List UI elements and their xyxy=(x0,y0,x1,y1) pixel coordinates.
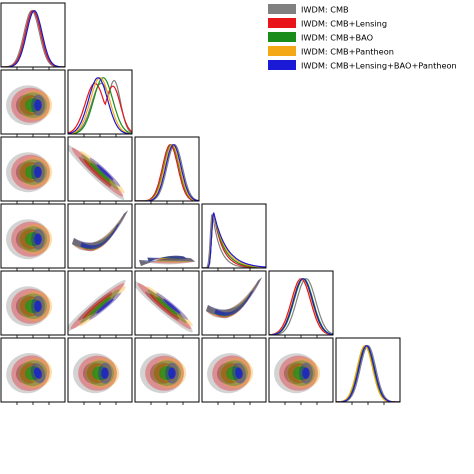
pdf-curve-iwdm-cmb xyxy=(269,278,333,335)
contour-inner xyxy=(96,164,114,181)
pdf-curve-iwdm-cmb-lensing xyxy=(68,82,132,134)
panels-layer xyxy=(0,2,401,405)
pdf-curve-iwdm-cmb-bao xyxy=(68,77,132,134)
legend-label: IWDM: CMB+BAO xyxy=(301,33,373,43)
legend-swatch xyxy=(268,4,296,14)
contour-panel-6-2 xyxy=(67,337,133,405)
contour-inner xyxy=(34,233,42,245)
contour-inner xyxy=(214,289,254,317)
contour-inner xyxy=(34,300,42,312)
contour-inner xyxy=(96,298,114,314)
contour-inner xyxy=(101,367,109,379)
axis-ticks xyxy=(16,402,50,405)
contour-outer xyxy=(206,277,262,317)
diagonal-panel-3 xyxy=(134,136,200,204)
pdf-curve-iwdm-cmb-lensing-bao-pantheon xyxy=(1,10,65,67)
pdf-curve-iwdm-cmb-lensing-bao-pantheon xyxy=(68,77,132,134)
contour-inner xyxy=(156,296,178,316)
contour-outer xyxy=(139,257,195,266)
contour-panel-4-1 xyxy=(0,203,66,271)
contour-inner xyxy=(89,162,111,182)
legend-item: IWDM: CMB+BAO xyxy=(268,32,373,43)
contour-outer xyxy=(206,277,262,316)
axis-ticks xyxy=(284,402,318,405)
pdf-curve-iwdm-cmb-lensing xyxy=(1,10,65,67)
pdf-curve-iwdm-cmb xyxy=(336,345,400,402)
contour-outer xyxy=(206,277,262,318)
panel-frame xyxy=(201,270,267,336)
pdf-curve-iwdm-cmb xyxy=(135,144,199,201)
legend-swatch xyxy=(268,18,296,28)
contour-outer xyxy=(139,257,195,266)
contour-inner xyxy=(34,166,42,178)
legend-item: IWDM: CMB+Pantheon xyxy=(268,46,394,57)
contour-outer xyxy=(72,210,128,249)
contour-inner xyxy=(302,367,310,379)
pdf-curve-iwdm-cmb-lensing xyxy=(336,345,400,402)
legend-item: IWDM: CMB xyxy=(268,4,349,15)
pdf-curve-iwdm-cmb xyxy=(1,10,65,67)
pdf-curve-iwdm-cmb-pantheon xyxy=(1,10,65,67)
contour-panel-6-1 xyxy=(0,337,66,405)
axis-ticks xyxy=(217,402,251,405)
contour-outer xyxy=(139,257,195,266)
axis-ticks xyxy=(83,402,117,405)
contour-inner xyxy=(89,296,111,316)
contour-inner xyxy=(168,367,176,379)
contour-outer xyxy=(72,210,128,250)
contour-panel-6-4 xyxy=(201,337,267,405)
contour-panel-3-2 xyxy=(67,136,133,204)
contour-inner xyxy=(33,367,43,379)
contour-outer xyxy=(139,257,195,266)
pdf-curve-iwdm-cmb-bao xyxy=(336,345,400,402)
diagonal-panel-4 xyxy=(201,203,267,271)
contour-outer xyxy=(72,210,128,251)
contour-inner xyxy=(34,99,42,111)
contour-panel-5-2 xyxy=(67,270,133,338)
contour-panel-4-3 xyxy=(134,203,200,271)
legend-swatch xyxy=(268,46,296,56)
pdf-curve-iwdm-cmb-lensing-bao-pantheon xyxy=(202,212,266,268)
axis-ticks xyxy=(150,402,184,405)
contour-panel-5-1 xyxy=(0,270,66,338)
legend-label: IWDM: CMB xyxy=(301,5,349,15)
contour-inner xyxy=(163,298,181,314)
contour-inner xyxy=(80,222,120,250)
pdf-curve-iwdm-cmb-lensing-bao-pantheon xyxy=(336,345,400,402)
pdf-curve-iwdm-cmb-lensing-bao-pantheon xyxy=(269,278,333,335)
pdf-curve-iwdm-cmb-pantheon xyxy=(68,77,132,134)
contour-panel-5-3 xyxy=(134,270,200,338)
contour-panel-6-3 xyxy=(134,337,200,405)
contour-outer xyxy=(206,277,262,319)
pdf-curve-iwdm-cmb-bao xyxy=(1,10,65,67)
diagonal-panel-6 xyxy=(335,337,401,405)
panel-frame xyxy=(67,203,133,269)
legend-item: IWDM: CMB+Lensing xyxy=(268,18,387,29)
legend-swatch xyxy=(268,32,296,42)
legend-label: IWDM: CMB+Pantheon xyxy=(301,47,394,57)
contour-panel-5-4 xyxy=(201,270,267,338)
contour-panel-4-2 xyxy=(67,203,133,271)
contour-inner xyxy=(147,255,187,262)
contour-panel-6-5 xyxy=(268,337,334,405)
diagonal-panel-1 xyxy=(0,2,66,70)
contour-outer xyxy=(139,257,195,266)
diagonal-panel-2 xyxy=(67,69,133,137)
contour-outer xyxy=(72,210,128,252)
diagonal-panel-5 xyxy=(268,270,334,338)
legend-item: IWDM: CMB+Lensing+BAO+Pantheon xyxy=(268,60,457,71)
contour-outer xyxy=(206,277,262,316)
contour-panel-2-1 xyxy=(0,69,66,137)
legend: IWDM: CMB IWDM: CMB+Lensing IWDM: CMB+BAO I… xyxy=(268,4,457,71)
contour-panel-3-1 xyxy=(0,136,66,204)
axis-ticks xyxy=(351,402,385,405)
contour-outer xyxy=(72,210,128,249)
contour-inner xyxy=(235,367,243,379)
legend-label: IWDM: CMB+Lensing xyxy=(301,19,387,29)
legend-label: IWDM: CMB+Lensing+BAO+Pantheon xyxy=(301,61,457,71)
pdf-curve-iwdm-cmb-pantheon xyxy=(336,345,400,402)
legend-swatch xyxy=(268,60,296,70)
